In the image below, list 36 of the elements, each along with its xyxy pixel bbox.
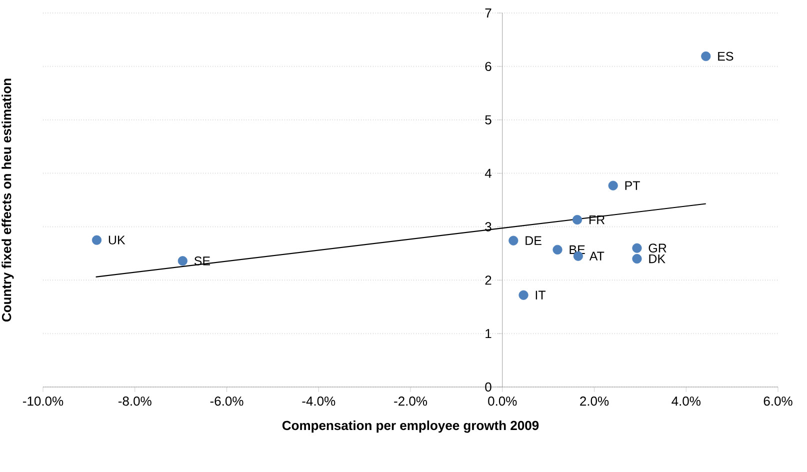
x-tick-label: -8.0% [118, 396, 152, 406]
y-tick-label: 5 [485, 115, 492, 124]
annotation: DE [526, 236, 542, 245]
annotation: DK [649, 254, 666, 264]
y-tick-label: 1 [486, 329, 492, 338]
point [552, 244, 562, 254]
point [518, 290, 528, 300]
x-tick-label: -6.0% [210, 396, 244, 406]
annotation: UK [108, 236, 126, 244]
x-axis-title: Compensation per employee growth 2009 [282, 420, 539, 433]
y-tick-label: 6 [485, 62, 492, 72]
annotation: ES [718, 52, 734, 61]
x-tick-label: -10.0% [22, 396, 64, 406]
annotation: IT [536, 290, 546, 300]
x-tick-label: -2.0% [394, 396, 428, 406]
y-tick-label: 7 [485, 8, 492, 18]
point [632, 254, 642, 264]
y-tick-label: 0 [485, 382, 492, 392]
point [92, 235, 102, 245]
y-tick-label: 4 [484, 168, 492, 178]
point [178, 256, 188, 266]
x-tick-label: 4.0% [672, 396, 700, 406]
point [608, 180, 618, 190]
point [572, 214, 582, 225]
annotation: AT [589, 252, 604, 260]
y-tick-label: 2 [485, 276, 492, 285]
annotation: GR [648, 244, 666, 253]
x-tick-label: 2.0% [580, 396, 609, 406]
x-tick-label: 0.0% [488, 396, 517, 406]
x-tick-label: -4.0% [302, 396, 336, 406]
point [701, 51, 711, 62]
annotation: PT [625, 181, 640, 190]
point [632, 243, 642, 253]
x-tick-label: 6.0% [764, 396, 792, 406]
point [508, 236, 518, 246]
y-axis-title: Country fixed effects on heu estimation [2, 78, 14, 322]
